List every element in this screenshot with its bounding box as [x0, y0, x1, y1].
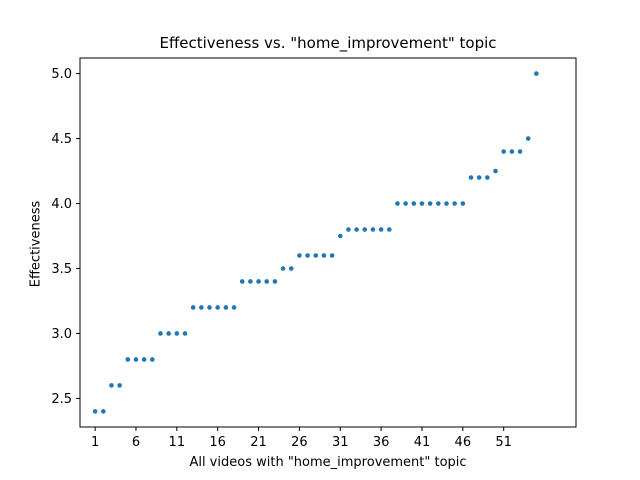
data-point: [337, 233, 343, 239]
data-point: [272, 279, 278, 284]
data-point: [395, 201, 400, 206]
x-tick-label: 1: [91, 435, 99, 450]
y-axis-label: Effectiveness: [28, 200, 44, 288]
data-point: [166, 331, 171, 336]
data-point: [419, 201, 425, 206]
data-point: [280, 266, 286, 271]
data-point: [100, 409, 106, 414]
data-point: [264, 279, 270, 284]
data-point: [92, 409, 98, 414]
data-point: [141, 357, 147, 362]
data-point: [288, 266, 294, 271]
data-point: [109, 383, 114, 388]
data-point: [517, 149, 523, 154]
data-point: [386, 227, 392, 232]
data-point: [231, 305, 237, 310]
data-point: [444, 201, 449, 206]
data-point: [321, 253, 327, 258]
data-point: [223, 305, 229, 310]
data-point: [297, 253, 302, 258]
data-point: [256, 279, 261, 284]
x-tick-label: 11: [169, 435, 186, 450]
data-point: [403, 201, 408, 206]
data-point: [362, 227, 368, 232]
x-tick-label: 31: [332, 435, 349, 450]
data-point: [117, 383, 122, 388]
data-point: [305, 253, 310, 258]
x-tick-label: 16: [209, 435, 226, 450]
data-point: [427, 201, 433, 206]
data-point: [493, 168, 498, 174]
data-point: [248, 279, 253, 284]
data-point: [485, 175, 490, 180]
data-point: [476, 175, 482, 180]
y-tick-label: 4.0: [51, 197, 72, 212]
data-point: [133, 357, 139, 362]
data-point: [534, 71, 539, 76]
data-point: [190, 305, 196, 310]
data-point: [215, 305, 220, 310]
data-point: [125, 357, 131, 362]
y-tick-label: 2.5: [51, 392, 72, 407]
y-tick-label: 3.0: [51, 327, 72, 342]
y-tick-label: 5.0: [51, 67, 72, 82]
data-point: [436, 201, 441, 206]
data-point: [174, 331, 180, 336]
data-point: [378, 227, 384, 232]
data-point: [354, 227, 359, 232]
x-tick-label: 51: [495, 435, 512, 450]
x-tick-label: 6: [132, 435, 140, 450]
y-tick-label: 4.5: [51, 132, 72, 147]
data-point: [207, 305, 212, 310]
data-point: [525, 136, 531, 141]
data-point: [411, 201, 417, 206]
data-point: [313, 253, 319, 258]
x-tick-label: 41: [414, 435, 431, 450]
x-axis-label: All videos with "home_improvement" topic: [189, 455, 467, 470]
chart-title: Effectiveness vs. "home_improvement" top…: [159, 34, 497, 52]
data-point: [370, 227, 376, 232]
x-tick-label: 26: [291, 435, 308, 450]
x-tick-label: 21: [250, 435, 267, 450]
axes-frame: [79, 57, 577, 428]
data-point: [150, 357, 155, 362]
data-point: [501, 149, 506, 154]
data-point: [199, 305, 204, 310]
data-point: [460, 201, 466, 206]
data-point: [452, 201, 457, 206]
data-point: [182, 331, 188, 336]
data-point: [509, 149, 515, 154]
data-point: [158, 331, 163, 336]
y-tick-label: 3.5: [51, 262, 72, 277]
data-point: [329, 253, 335, 258]
data-point: [239, 279, 245, 284]
x-tick-label: 46: [455, 435, 472, 450]
data-point: [468, 175, 474, 180]
data-point: [346, 227, 351, 232]
x-tick-label: 36: [373, 435, 390, 450]
